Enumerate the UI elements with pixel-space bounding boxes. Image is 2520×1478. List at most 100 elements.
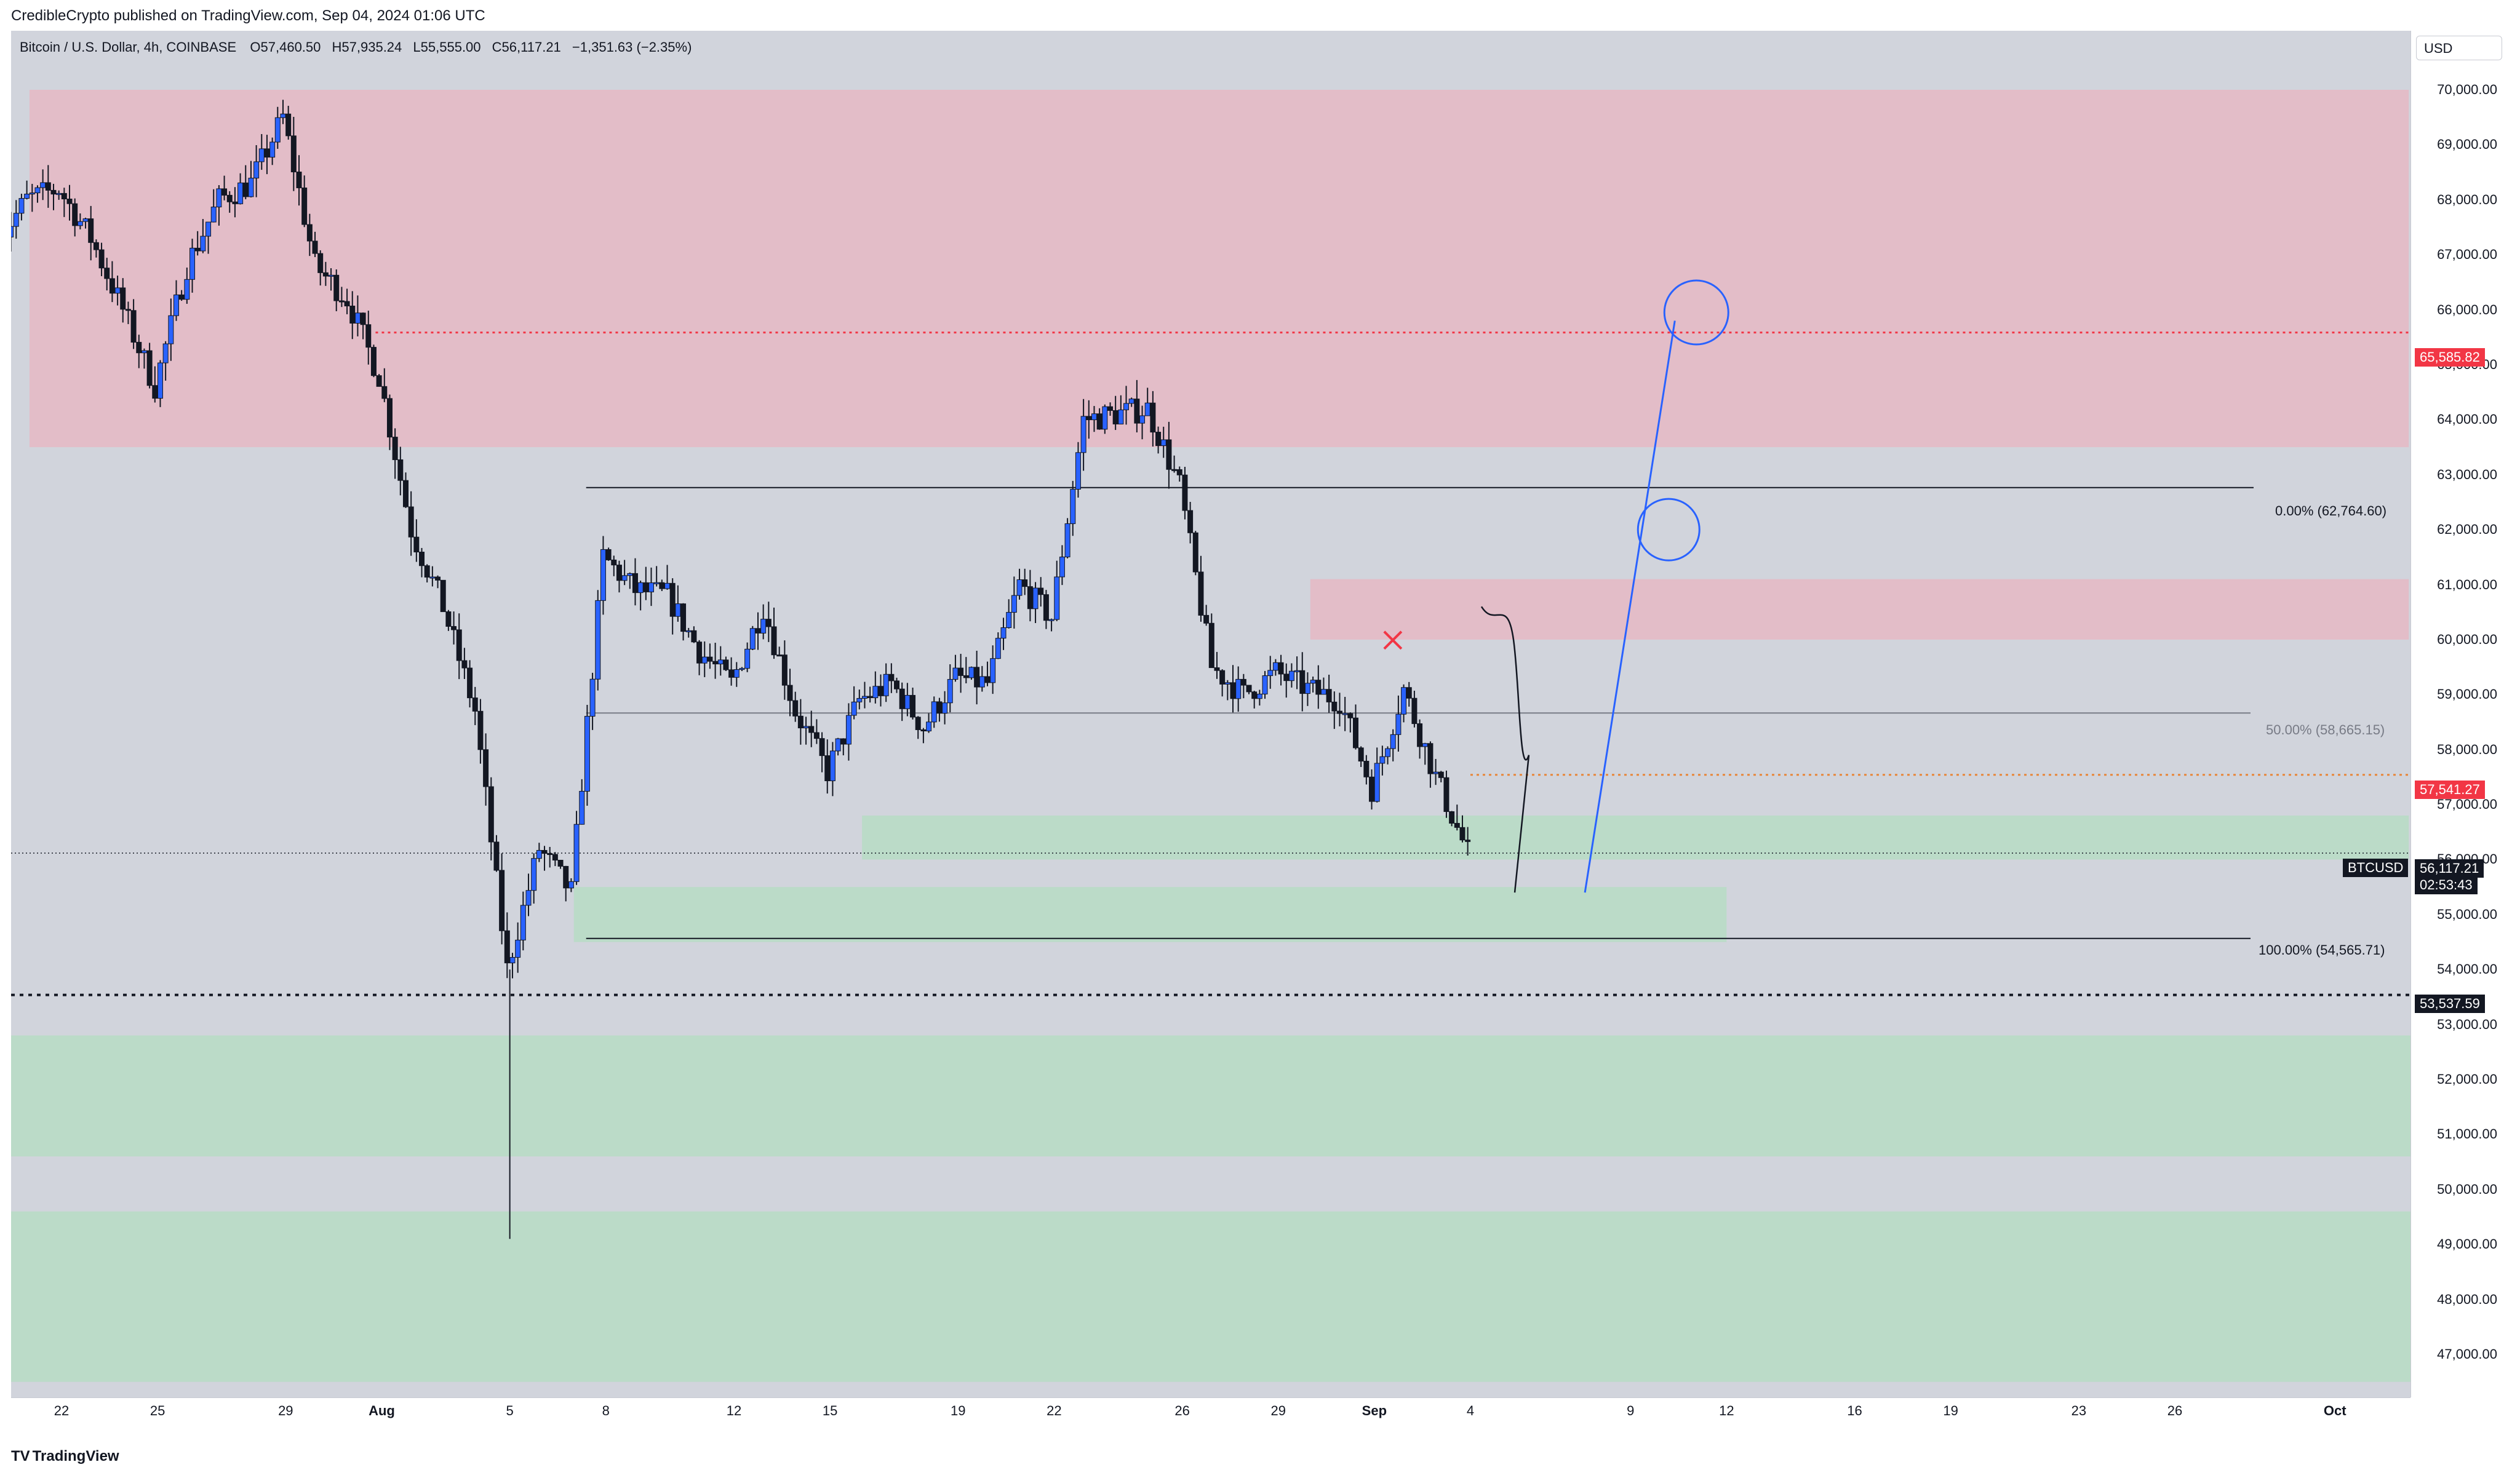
candle-body[interactable] xyxy=(1443,777,1449,813)
candle-body[interactable] xyxy=(253,161,260,179)
candle-body[interactable] xyxy=(931,701,937,723)
candle-body[interactable] xyxy=(381,386,388,399)
candle-body[interactable] xyxy=(98,249,105,269)
candle-body[interactable] xyxy=(541,850,548,854)
candle-body[interactable] xyxy=(1401,687,1407,715)
candle-body[interactable] xyxy=(56,193,62,195)
candle-body[interactable] xyxy=(360,312,366,325)
candle-body[interactable] xyxy=(1128,399,1134,404)
candle-body[interactable] xyxy=(1102,406,1108,430)
candle-body[interactable] xyxy=(696,642,703,664)
candle-body[interactable] xyxy=(680,603,687,632)
candle-body[interactable] xyxy=(1315,680,1322,695)
candle-body[interactable] xyxy=(248,178,254,197)
support-zone[interactable] xyxy=(11,1035,2410,1157)
candle-body[interactable] xyxy=(910,694,916,718)
price-scale[interactable]: USD 47,000.00 48,000.00 49,000.00 50,000.00… xyxy=(2410,31,2520,1397)
candle-body[interactable] xyxy=(1139,415,1146,424)
support-zone[interactable] xyxy=(11,1211,2410,1382)
candle-body[interactable] xyxy=(269,141,276,158)
candle-body[interactable] xyxy=(616,565,622,581)
candle-body[interactable] xyxy=(1214,667,1220,671)
candle-body[interactable] xyxy=(456,629,462,661)
candle-body[interactable] xyxy=(264,148,270,158)
candle-body[interactable] xyxy=(579,790,585,825)
candle-body[interactable] xyxy=(1016,579,1023,596)
candle-body[interactable] xyxy=(1112,410,1118,424)
candle-body[interactable] xyxy=(1411,697,1418,725)
candle-body[interactable] xyxy=(1294,670,1300,672)
candle-body[interactable] xyxy=(1224,682,1230,685)
candle-body[interactable] xyxy=(1070,488,1076,524)
candle-body[interactable] xyxy=(451,626,457,630)
candle-body[interactable] xyxy=(370,347,377,376)
candle-body[interactable] xyxy=(947,679,953,704)
candle-body[interactable] xyxy=(728,669,735,678)
candle-body[interactable] xyxy=(872,686,879,698)
candle-body[interactable] xyxy=(845,715,851,745)
candle-body[interactable] xyxy=(1256,693,1262,699)
candle-body[interactable] xyxy=(1075,452,1081,490)
candle-body[interactable] xyxy=(1006,612,1012,628)
candle-body[interactable] xyxy=(867,696,873,698)
candle-body[interactable] xyxy=(1000,627,1007,639)
candle-body[interactable] xyxy=(1363,761,1370,777)
candle-body[interactable] xyxy=(386,398,393,438)
candle-body[interactable] xyxy=(1347,713,1354,718)
support-zone[interactable] xyxy=(573,887,1727,942)
candle-body[interactable] xyxy=(883,673,889,696)
candle-body[interactable] xyxy=(157,362,163,399)
candle-body[interactable] xyxy=(1054,576,1060,620)
candle-body[interactable] xyxy=(1086,416,1092,421)
candle-body[interactable] xyxy=(1358,747,1364,762)
candle-body[interactable] xyxy=(162,343,169,364)
candle-body[interactable] xyxy=(493,841,500,871)
candle-body[interactable] xyxy=(1027,586,1033,610)
candle-body[interactable] xyxy=(1320,689,1326,695)
fib-level-bottom[interactable]: 100.00% (54,565.71) xyxy=(2259,942,2385,958)
candle-body[interactable] xyxy=(595,600,601,680)
candle-body[interactable] xyxy=(184,279,190,300)
candle-body[interactable] xyxy=(1032,587,1039,610)
candle-body[interactable] xyxy=(130,310,137,343)
candle-body[interactable] xyxy=(317,253,324,273)
candle-body[interactable] xyxy=(637,582,644,594)
candle-body[interactable] xyxy=(280,113,286,118)
candle-body[interactable] xyxy=(440,579,446,613)
candle-body[interactable] xyxy=(515,939,521,958)
candle-body[interactable] xyxy=(888,673,895,681)
candle-body[interactable] xyxy=(1336,710,1342,714)
candle-body[interactable] xyxy=(1272,662,1278,671)
candle-body[interactable] xyxy=(536,850,542,859)
candle-body[interactable] xyxy=(1144,402,1150,416)
candle-body[interactable] xyxy=(792,700,799,717)
candle-body[interactable] xyxy=(472,697,478,712)
candle-body[interactable] xyxy=(1267,670,1274,677)
forecast-path[interactable] xyxy=(1480,606,1530,893)
candle-body[interactable] xyxy=(1134,399,1140,424)
candle-body[interactable] xyxy=(1048,619,1055,621)
fib-level-mid[interactable]: 50.00% (58,665.15) xyxy=(2266,722,2385,737)
candle-body[interactable] xyxy=(1369,776,1375,802)
support-zone[interactable] xyxy=(862,815,2409,860)
candle-body[interactable] xyxy=(296,172,302,188)
candle-body[interactable] xyxy=(675,603,681,617)
projection-arrow[interactable] xyxy=(1584,320,1676,893)
candle-body[interactable] xyxy=(1374,763,1380,802)
candle-body[interactable] xyxy=(691,630,697,643)
candle-body[interactable] xyxy=(1155,432,1162,447)
candle-body[interactable] xyxy=(621,575,628,581)
candle-body[interactable] xyxy=(194,247,201,252)
candle-body[interactable] xyxy=(1438,771,1444,778)
candle-body[interactable] xyxy=(1182,474,1188,511)
candle-body[interactable] xyxy=(29,193,35,195)
candle-body[interactable] xyxy=(1427,743,1433,774)
candle-body[interactable] xyxy=(1235,678,1242,699)
candle-body[interactable] xyxy=(717,659,724,665)
candle-body[interactable] xyxy=(488,786,494,843)
candle-body[interactable] xyxy=(1171,469,1178,471)
candle-body[interactable] xyxy=(648,582,655,592)
candle-body[interactable] xyxy=(274,117,281,143)
candle-body[interactable] xyxy=(1433,771,1439,774)
candle-body[interactable] xyxy=(1406,687,1412,699)
